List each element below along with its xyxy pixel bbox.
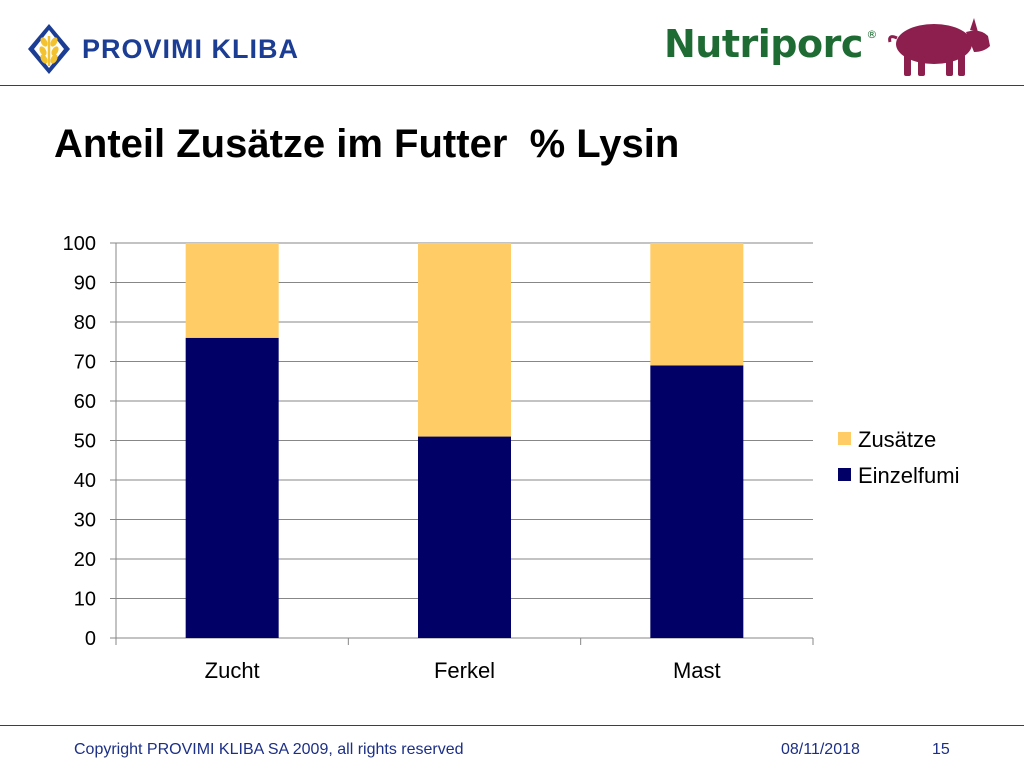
provimi-kliba-logo: PROVIMI KLIBA xyxy=(26,22,299,76)
footer-page-number: 15 xyxy=(932,741,950,758)
y-tick-label-1: 10 xyxy=(74,589,96,611)
slide-title: Anteil Zusätze im Futter % Lysin xyxy=(54,122,680,166)
y-tick-label-6: 60 xyxy=(74,391,96,413)
legend-label-einzelfumi: Einzelfumi xyxy=(858,463,959,488)
provimi-kliba-brand-text: PROVIMI KLIBA xyxy=(82,33,300,64)
header-divider xyxy=(0,85,1024,86)
legend-swatch-zusätze xyxy=(838,432,851,445)
bar-ferkel-einzelfumi xyxy=(418,436,511,638)
bar-ferkel-zusätze xyxy=(418,243,511,437)
nutriporc-logo: Nutriporc ® xyxy=(664,22,877,66)
y-tick-label-4: 40 xyxy=(74,470,96,492)
y-tick-label-7: 70 xyxy=(74,352,96,374)
y-tick-label-2: 20 xyxy=(74,549,96,571)
bar-zucht-einzelfumi xyxy=(185,337,279,638)
nutriporc-brand-text: Nutriporc xyxy=(664,22,863,66)
bar-mast-einzelfumi xyxy=(650,365,744,638)
y-tick-label-3: 30 xyxy=(74,510,96,532)
slide-header: PROVIMI KLIBA Nutriporc ® xyxy=(0,0,1024,86)
pig-icon xyxy=(888,18,990,76)
bar-zucht-zusätze xyxy=(185,243,279,338)
legend-label-zusätze: Zusätze xyxy=(858,427,936,452)
y-tick-label-9: 90 xyxy=(74,273,96,295)
legend-swatch-einzelfumi xyxy=(838,468,851,481)
y-tick-label-10: 100 xyxy=(63,233,96,255)
wheat-icon xyxy=(28,24,70,74)
x-tick-label-mast: Mast xyxy=(673,658,721,683)
footer-date: 08/11/2018 xyxy=(781,741,860,758)
footer-divider xyxy=(0,725,1024,726)
registered-mark: ® xyxy=(866,28,877,41)
y-tick-label-5: 50 xyxy=(74,431,96,453)
bar-mast-zusätze xyxy=(650,243,744,366)
x-tick-label-ferkel: Ferkel xyxy=(434,658,495,683)
x-tick-label-zucht: Zucht xyxy=(205,658,260,683)
y-tick-label-8: 80 xyxy=(74,312,96,334)
y-tick-label-0: 0 xyxy=(85,628,96,650)
footer-copyright: Copyright PROVIMI KLIBA SA 2009, all rig… xyxy=(74,741,464,758)
